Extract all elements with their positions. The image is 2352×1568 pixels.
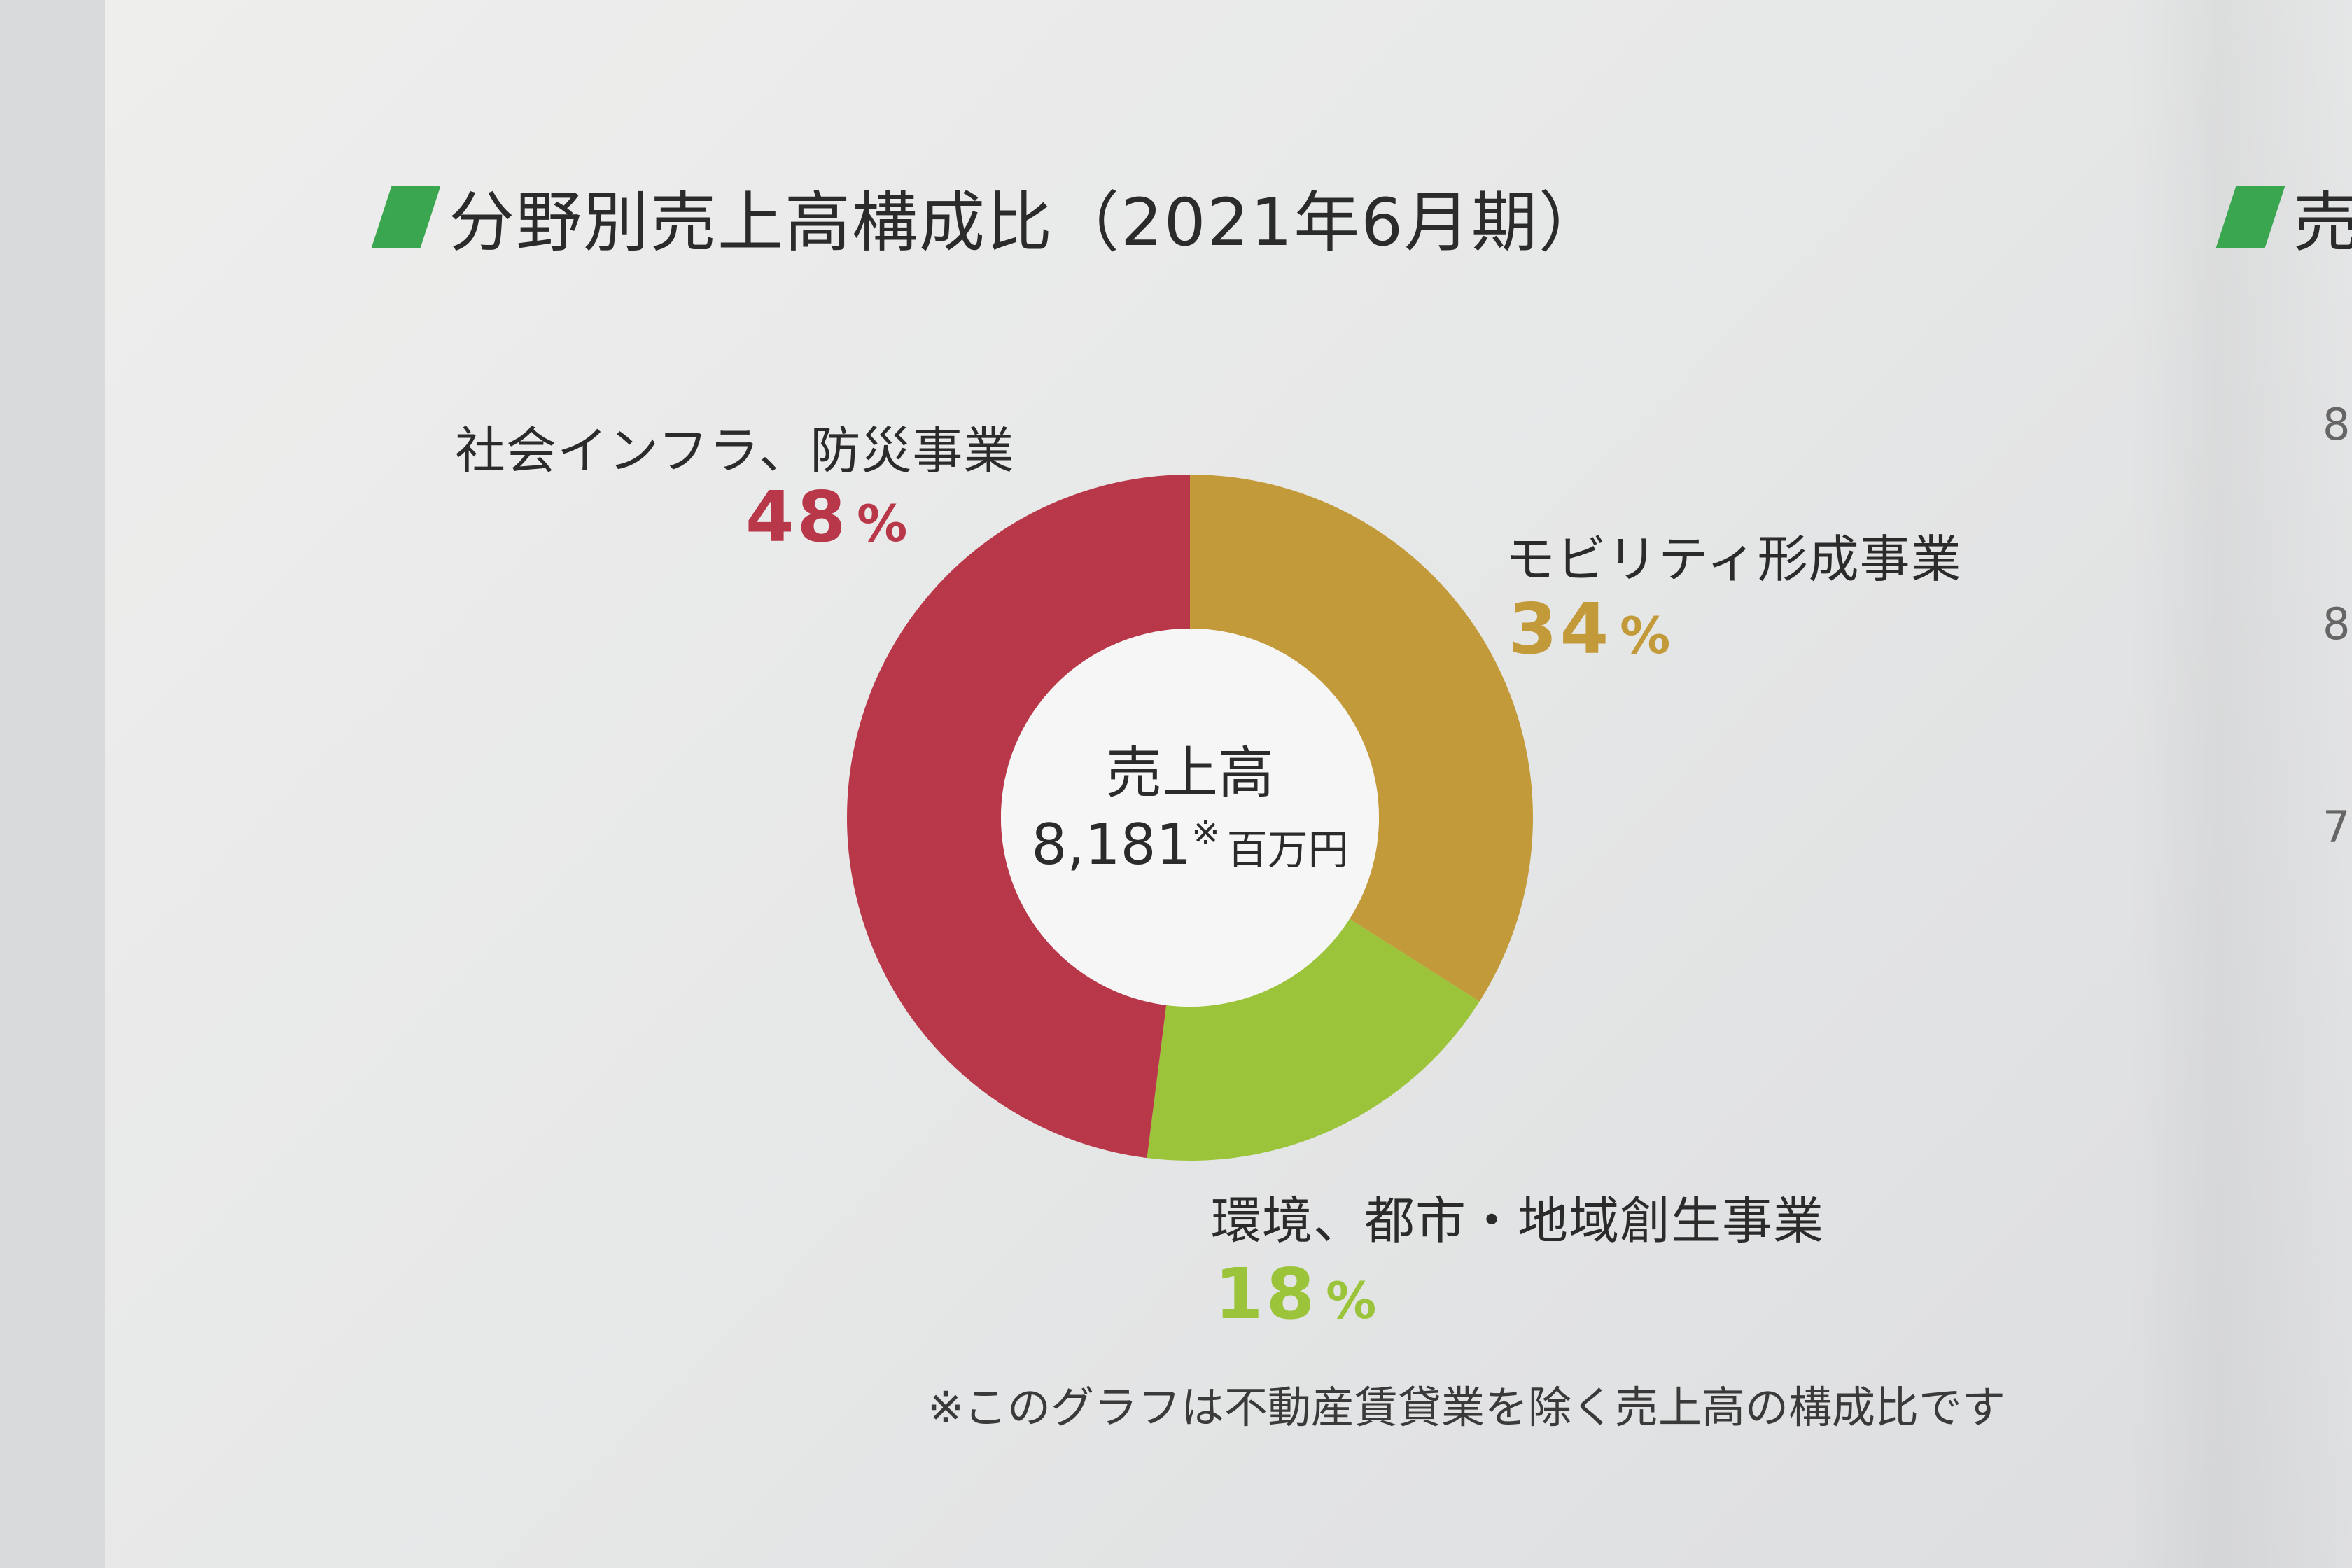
- center-value-note-mark: ※: [1191, 813, 1220, 853]
- edge-tick-2: 8: [2323, 598, 2351, 650]
- donut-slice-infra: [847, 475, 1190, 1158]
- center-label: 売上高: [1106, 741, 1274, 806]
- center-value-unit: 百万円: [1226, 826, 1349, 874]
- slice-label-infra: 社会インフラ、防災事業: [455, 421, 1015, 480]
- center-value: 8,181※ 百万円: [980, 812, 1400, 877]
- slice-value-environment-percent: %: [1326, 1271, 1380, 1330]
- slice-label-environment: 環境、都市・地域創生事業: [1211, 1191, 1825, 1250]
- slice-label-mobility: モビリティ形成事業: [1505, 530, 1962, 589]
- edge-tick-1: 8: [2323, 399, 2351, 450]
- chart-title: 分野別売上高構成比（2021年6月期）: [449, 185, 1606, 261]
- slice-value-infra-percent: %: [857, 494, 911, 553]
- donut-slice-environment: [1147, 918, 1480, 1161]
- donut-slice-mobility: [1190, 475, 1533, 1002]
- right-chart-heading: 売: [2216, 175, 2352, 261]
- slice-value-mobility: 34%: [1508, 588, 1673, 670]
- slice-value-environment-number: 18: [1214, 1253, 1318, 1335]
- donut-center-hole: [1001, 629, 1379, 1007]
- slice-value-infra: 48%: [746, 476, 910, 558]
- edge-tick-3: 7: [2323, 802, 2351, 853]
- slice-value-mobility-number: 34: [1508, 588, 1612, 670]
- slice-value-mobility-percent: %: [1620, 606, 1674, 665]
- right-chart-title: 売: [2293, 185, 2352, 261]
- slice-value-environment: 18%: [1214, 1253, 1379, 1335]
- center-value-number: 8,181: [1031, 812, 1192, 877]
- page-fold-shadow: [2128, 0, 2352, 1568]
- slice-value-infra-number: 48: [746, 476, 849, 558]
- footnote: ※このグラフは不動産賃貸業を除く売上高の構成比です: [927, 1382, 2005, 1433]
- chart-heading: 分野別売上高構成比（2021年6月期）: [371, 175, 1606, 261]
